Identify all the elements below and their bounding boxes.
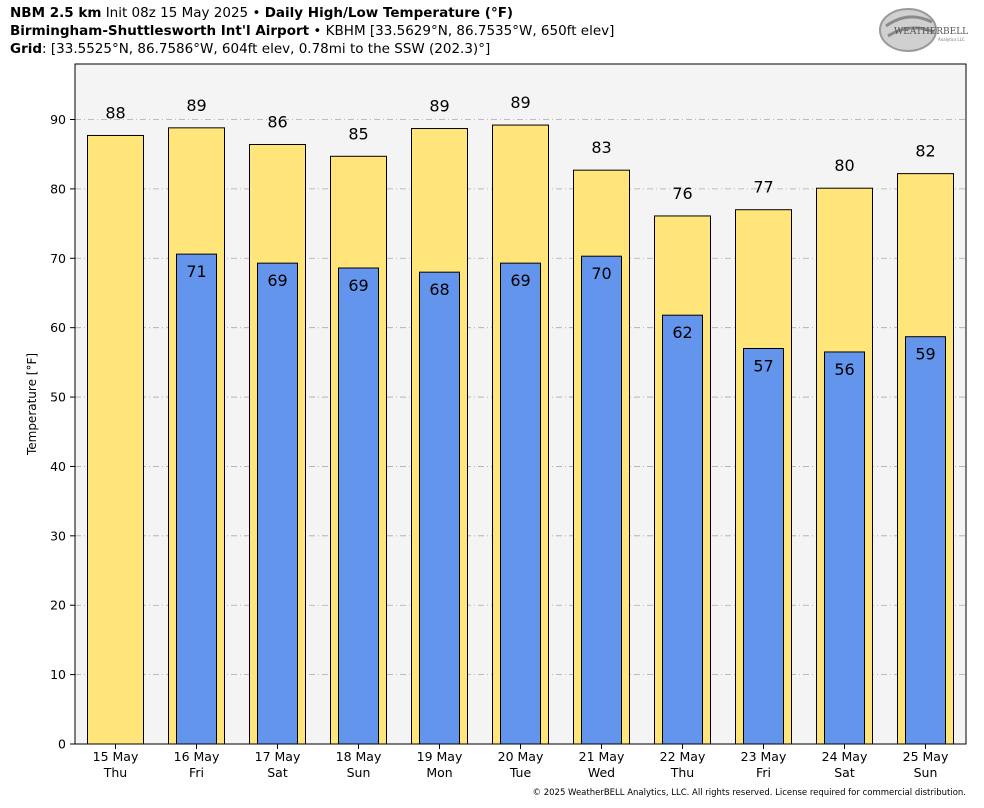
title-line-3: Grid: [33.5525°N, 86.7586°W, 604ft elev,… [10, 41, 490, 58]
high-temp-label: 89 [186, 96, 206, 115]
low-temp-label: 56 [834, 360, 854, 379]
high-temp-label: 83 [591, 138, 611, 157]
x-tick-date: 18 May [336, 749, 382, 764]
weatherbell-logo: WEATHERBELL Analytics LLC [879, 8, 968, 52]
low-temp-bar [662, 314, 703, 745]
low-temp-label: 71 [186, 262, 206, 281]
low-temp-bar [824, 351, 865, 745]
y-tick-label: 0 [58, 737, 66, 752]
separator: • [313, 23, 322, 39]
low-temp-label: 69 [510, 271, 530, 290]
x-tick-date: 20 May [498, 749, 544, 764]
x-tick-weekday: Tue [509, 765, 532, 780]
title-line-1: NBM 2.5 km Init 08z 15 May 2025 • Daily … [10, 5, 513, 22]
y-tick-label: 30 [50, 528, 66, 543]
low-temp-label: 69 [267, 271, 287, 290]
high-temp-label: 82 [915, 142, 935, 161]
low-temp-bar [338, 267, 379, 745]
low-temp-bar [500, 262, 541, 745]
high-temp-label: 89 [510, 93, 530, 112]
x-tick-weekday: Sun [914, 765, 938, 780]
x-tick-date: 15 May [93, 749, 139, 764]
low-temp-label: 59 [915, 345, 935, 364]
station-name: Birmingham-Shuttlesworth Int'l Airport [10, 23, 310, 39]
high-temp-label: 80 [834, 156, 854, 175]
y-tick-label: 60 [50, 320, 66, 335]
x-tick-weekday: Wed [588, 765, 615, 780]
model-name: NBM 2.5 km [10, 5, 102, 21]
y-tick-label: 50 [50, 390, 66, 405]
low-temp-bar [419, 271, 460, 745]
high-temp-bar [87, 134, 144, 745]
high-temp-label: 89 [429, 97, 449, 116]
y-tick-label: 80 [50, 181, 66, 196]
x-tick-date: 25 May [903, 749, 949, 764]
low-temp-bar [176, 253, 217, 745]
y-tick-label: 10 [50, 667, 66, 682]
y-tick-label: 70 [50, 251, 66, 266]
y-tick-label: 90 [50, 112, 66, 127]
x-tick-date: 24 May [822, 749, 868, 764]
high-temp-label: 76 [672, 184, 692, 203]
low-temp-label: 70 [591, 264, 611, 283]
x-tick-date: 23 May [741, 749, 787, 764]
low-temp-label: 57 [753, 356, 773, 375]
low-temp-bar [905, 336, 946, 745]
low-temp-bar [743, 347, 784, 745]
x-tick-date: 16 May [174, 749, 220, 764]
grid-details: : [33.5525°N, 86.7586°W, 604ft elev, 0.7… [42, 41, 491, 57]
x-tick-weekday: Mon [426, 765, 452, 780]
plot-frame [74, 63, 967, 745]
x-tick-weekday: Sat [834, 765, 855, 780]
logo-subtext: Analytics LLC [938, 37, 965, 42]
low-temp-label: 69 [348, 276, 368, 295]
low-temp-bar [257, 262, 298, 745]
x-tick-date: 17 May [255, 749, 301, 764]
x-tick-date: 19 May [417, 749, 463, 764]
x-tick-weekday: Thu [670, 765, 694, 780]
station-details: KBHM [33.5629°N, 86.7535°W, 650ft elev] [325, 23, 615, 39]
copyright-notice: © 2025 WeatherBELL Analytics, LLC. All r… [532, 788, 966, 798]
grid-label: Grid [10, 41, 43, 57]
product-name: Daily High/Low Temperature (°F) [264, 5, 514, 21]
x-tick-date: 21 May [579, 749, 625, 764]
x-tick-weekday: Sun [347, 765, 371, 780]
low-temp-label: 68 [429, 280, 449, 299]
title-line-2: Birmingham-Shuttlesworth Int'l Airport •… [10, 23, 614, 40]
x-tick-date: 22 May [660, 749, 706, 764]
x-tick-weekday: Fri [189, 765, 204, 780]
high-temp-label: 86 [267, 112, 287, 131]
x-tick-weekday: Fri [756, 765, 771, 780]
y-tick-label: 40 [50, 459, 66, 474]
x-tick-weekday: Sat [267, 765, 288, 780]
y-axis-label: Temperature [°F] [25, 353, 39, 456]
logo-text: WEATHERBELL [894, 27, 968, 37]
y-tick-label: 20 [50, 598, 66, 613]
separator: • [252, 5, 261, 21]
low-temp-bar [581, 255, 622, 745]
high-temp-label: 85 [348, 124, 368, 143]
init-time: Init 08z 15 May 2025 [105, 5, 249, 21]
x-tick-weekday: Thu [103, 765, 127, 780]
high-temp-label: 77 [753, 178, 773, 197]
high-temp-label: 88 [105, 103, 125, 122]
low-temp-label: 62 [672, 323, 692, 342]
